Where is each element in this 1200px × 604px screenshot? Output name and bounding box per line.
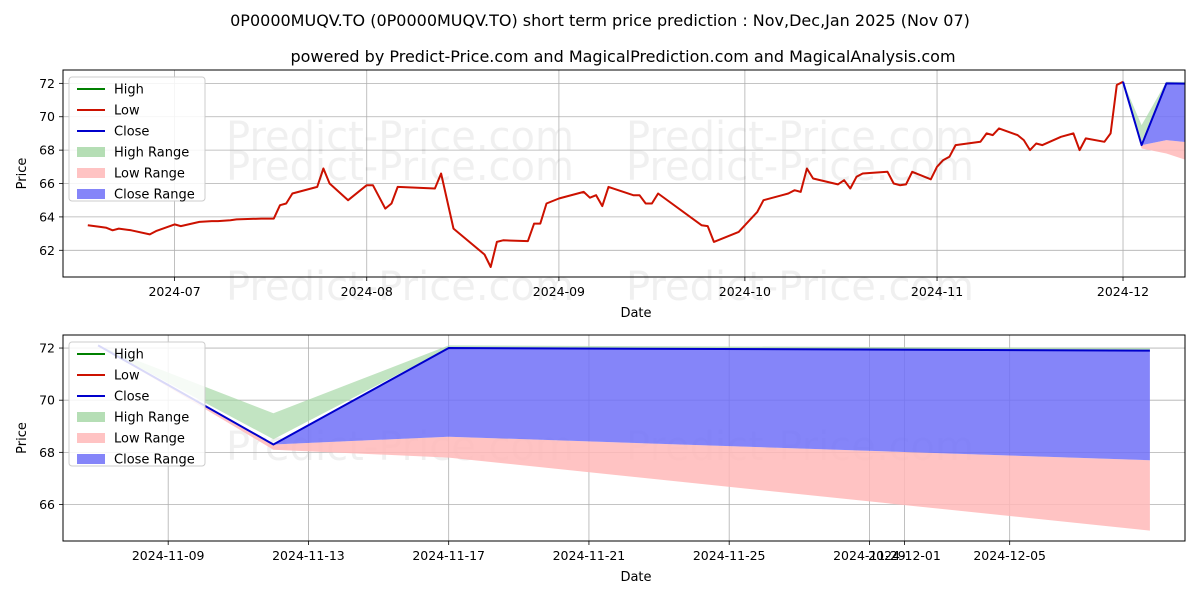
legend-label: Close	[114, 390, 149, 405]
legend-label: Low Range	[114, 432, 185, 447]
lower-plot: Predict-Price.com Predict-Price.com Predic…	[15, 144, 1186, 585]
x-tick-label: 2024-11	[911, 284, 963, 299]
legend-label: High	[114, 83, 144, 98]
close-range-band	[98, 345, 1150, 461]
legend-label: Low Range	[114, 167, 185, 182]
y-tick-label: 62	[39, 243, 55, 258]
y-tick-label: 72	[39, 76, 55, 91]
plot-area	[97, 344, 1150, 531]
upper-plot: Predict-Price.comPredict-Price.comPredic…	[15, 69, 1186, 321]
close-range-band	[1123, 81, 1185, 146]
y-axis-label: Price	[15, 422, 30, 454]
x-tick-label: 2024-11-21	[553, 548, 626, 563]
legend-swatch-patch	[77, 454, 105, 464]
x-tick-label: 2024-11-09	[132, 548, 205, 563]
legend-label: Close Range	[114, 188, 195, 203]
x-tick-label: 2024-11-25	[693, 548, 766, 563]
x-tick-label: 2024-10	[719, 284, 771, 299]
plot-area	[87, 80, 1185, 268]
watermark-text: Predict-Price.com	[626, 114, 974, 160]
close-forecast-line	[1122, 81, 1185, 147]
legend-swatch-patch	[77, 412, 105, 422]
watermark-text: Predict-Price.com	[226, 144, 574, 190]
legend-label: High	[114, 348, 144, 363]
chart-subtitle: powered by Predict-Price.com and Magical…	[290, 47, 955, 66]
x-tick-label: 2024-11-29	[833, 548, 906, 563]
watermark-text: Predict-Price.com	[626, 264, 974, 310]
watermark-text: Predict-Price.com	[626, 144, 974, 190]
x-axis-label: Date	[620, 306, 651, 321]
y-tick-label: 64	[39, 209, 55, 224]
legend-swatch-patch	[77, 147, 105, 157]
x-tick-label: 2024-07	[148, 284, 200, 299]
legend-label: Close Range	[114, 453, 195, 468]
low-series-line	[87, 80, 1124, 268]
legend-label: High Range	[114, 411, 189, 426]
y-tick-label: 68	[39, 445, 55, 460]
legend-label: Low	[114, 369, 140, 384]
y-axis-label: Price	[15, 158, 30, 190]
y-tick-label: 68	[39, 143, 55, 158]
watermark-text: Predict-Price.com	[226, 114, 574, 160]
y-tick-label: 70	[39, 393, 55, 408]
legend-label: High Range	[114, 146, 189, 161]
y-tick-label: 72	[39, 341, 55, 356]
low-range-band	[1123, 81, 1185, 160]
x-tick-label: 2024-12-01	[868, 548, 941, 563]
x-tick-label: 2024-09	[533, 284, 585, 299]
y-tick-label: 66	[39, 497, 55, 512]
low-range-band	[98, 345, 1150, 531]
legend-swatch-patch	[77, 168, 105, 178]
x-tick-label: 2024-11-13	[272, 548, 345, 563]
legend-label: Close	[114, 125, 149, 140]
x-tick-label: 2024-12-05	[973, 548, 1046, 563]
legend-swatch-patch	[77, 433, 105, 443]
x-axis-label: Date	[620, 570, 651, 585]
plot-frame	[62, 69, 1186, 278]
x-tick-label: 2024-12	[1097, 284, 1149, 299]
legend-label: Low	[114, 104, 140, 119]
chart-title: 0P0000MUQV.TO (0P0000MUQV.TO) short term…	[230, 11, 970, 30]
x-tick-label: 2024-08	[341, 284, 393, 299]
watermark-text: Predict-Price.com	[226, 264, 574, 310]
plot-frame	[62, 334, 1186, 542]
y-tick-label: 66	[39, 176, 55, 191]
legend-swatch-patch	[77, 189, 105, 199]
y-tick-label: 70	[39, 109, 55, 124]
x-tick-label: 2024-11-17	[412, 548, 485, 563]
